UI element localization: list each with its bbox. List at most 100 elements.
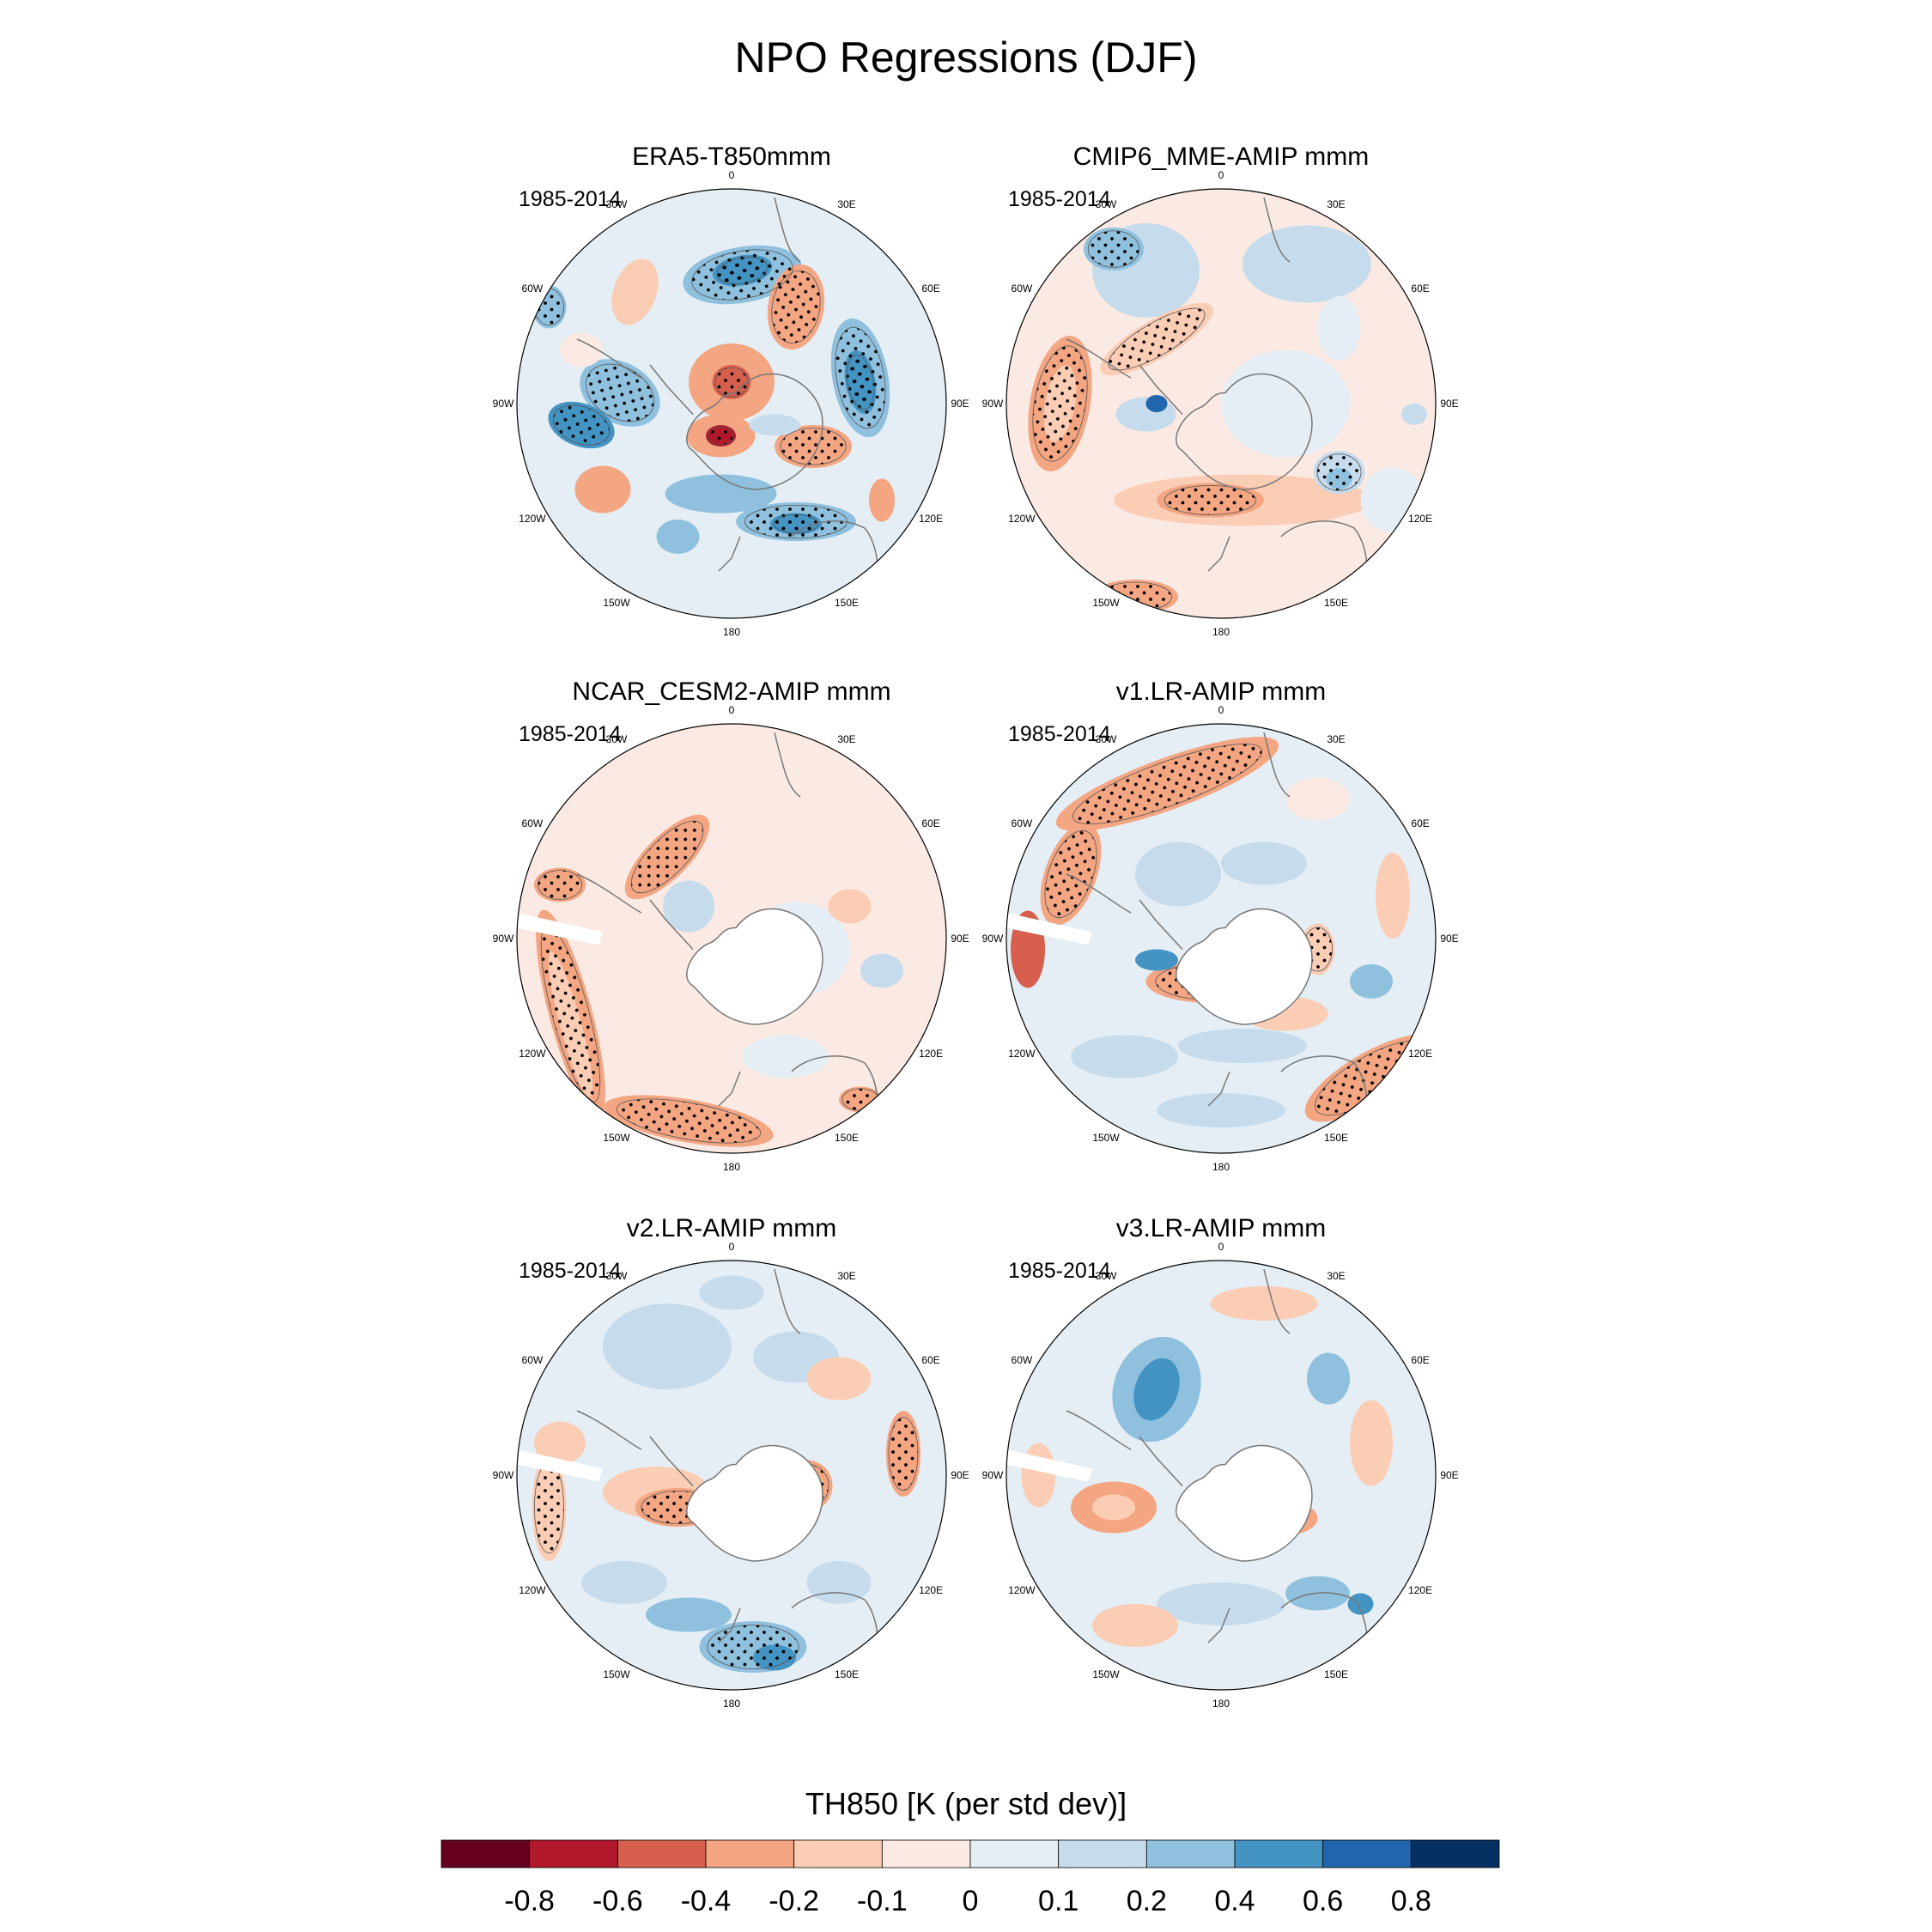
panel-title: v3.LR-AMIP mmm: [1115, 1214, 1327, 1242]
significance-stipple: [714, 367, 749, 398]
panel-period: 1985-2014: [1008, 187, 1111, 211]
anomaly-contour: [1221, 349, 1350, 458]
colorbar-tick-label: -0.2: [769, 1885, 819, 1917]
peninsula-coastline: [649, 899, 694, 951]
colorbar-swatch: [793, 1839, 883, 1868]
longitude-label: 90W: [982, 398, 1004, 410]
longitude-label: 120E: [1408, 1584, 1432, 1596]
africa-coastline: [1263, 1268, 1291, 1334]
longitude-label: 60W: [1012, 817, 1033, 829]
longitude-label: 30E: [837, 1270, 855, 1282]
longitude-label: 30E: [1327, 198, 1345, 210]
anomaly-contour: [806, 1357, 872, 1400]
newZealand-coastline: [718, 1607, 741, 1643]
antarctica-coastline: [1176, 908, 1313, 1025]
anomaly-contour: [534, 1421, 586, 1465]
significance-stipple: [1087, 230, 1140, 268]
anomaly-contour: [1221, 1346, 1328, 1411]
longitude-label: 90E: [951, 1469, 969, 1481]
significance-stipple: [552, 404, 611, 446]
longitude-label: 60W: [522, 817, 544, 829]
africa-coastline: [774, 732, 801, 798]
anomaly-contour: [1350, 964, 1393, 999]
anomaly-contour: [611, 258, 659, 325]
anomaly-contour: [1376, 853, 1410, 939]
anomaly-contour: [1221, 841, 1307, 885]
longitude-label: 60W: [522, 283, 544, 295]
anomaly-contour: [1157, 1583, 1285, 1625]
africa-coastline: [1263, 732, 1291, 798]
significance-stipple: [1316, 453, 1362, 491]
longitude-label: 120W: [1008, 1584, 1036, 1596]
missing-data-wedge: [517, 913, 603, 945]
anomaly-contour: [1350, 1400, 1393, 1486]
southAmerica-coastline: [576, 1410, 642, 1450]
longitude-label: 0: [1218, 1241, 1224, 1253]
panel-period: 1985-2014: [519, 1259, 622, 1283]
longitude-label: 120E: [919, 1584, 943, 1596]
longitude-label: 180: [1212, 626, 1230, 638]
significance-stipple: [771, 270, 821, 344]
panel-title: v2.LR-AMIP mmm: [626, 1214, 837, 1242]
panel-title: ERA5-T850mmm: [632, 143, 831, 171]
longitude-label: 150W: [1092, 597, 1120, 609]
colorbar-swatch: [1058, 1839, 1147, 1868]
colorbar-tick-label: 0.1: [1038, 1885, 1078, 1917]
polar-map: 0 30E 60E 90E 120E 150E 180 150W 120W 90W 60W 30W: [982, 1241, 1459, 1710]
map-panel-cmip6: CMIP6_MME-AMIP mmm 1985-2014 0 30E 60E 90E 120…: [981, 143, 1461, 638]
missing-data-wedge: [517, 1449, 603, 1482]
longitude-label: 120W: [519, 1584, 546, 1596]
longitude-label: 0: [729, 169, 735, 181]
longitude-label: 90W: [493, 933, 514, 945]
anomaly-contour: [1210, 1286, 1318, 1321]
colorbar-swatch: [617, 1839, 707, 1868]
longitude-label: 90W: [982, 1469, 1004, 1481]
antarctica-coastline: [1176, 373, 1313, 490]
anomaly-contour: [828, 889, 872, 924]
anomaly-contour: [603, 1303, 732, 1389]
significance-stipple: [630, 820, 704, 894]
map-boundary: [1005, 1260, 1437, 1691]
significance-stipple: [716, 257, 769, 284]
panel-period: 1985-2014: [1008, 722, 1111, 746]
peninsula-coastline: [649, 364, 694, 416]
significance-stipple: [1044, 829, 1097, 919]
anomaly-contour: [1317, 296, 1361, 361]
antarctica-coastline: [686, 908, 823, 1025]
africa-coastline: [774, 197, 801, 263]
longitude-label: 90E: [1440, 933, 1458, 945]
colorbar-tick-label: -0.8: [504, 1885, 555, 1917]
colorbar-tick-label: 0.2: [1127, 1885, 1167, 1917]
colorbar-swatch: [705, 1839, 795, 1868]
longitude-label: 30W: [1096, 1270, 1117, 1282]
significance-stipple: [846, 355, 875, 410]
colorbar-title: TH850 [K (per std dev)]: [805, 1786, 1127, 1821]
newZealand-coastline: [1207, 1071, 1230, 1107]
anomaly-contour: [1135, 841, 1221, 907]
colorbar-swatch: [1145, 1839, 1236, 1868]
polar-map: 0 30E 60E 90E 120E 150E 180 150W 120W 90W 60W 30W: [493, 704, 969, 1173]
longitude-label: 0: [729, 704, 735, 716]
field-background: [517, 724, 946, 1153]
newZealand-coastline: [718, 1071, 741, 1107]
significance-stipple: [534, 1461, 564, 1554]
antarctica-coastline: [686, 1444, 823, 1562]
map-boundary: [516, 1260, 947, 1691]
longitude-label: 90W: [493, 398, 514, 410]
longitude-label: 120E: [1408, 1048, 1432, 1060]
newZealand-coastline: [1207, 1607, 1230, 1643]
map-panel-v1: v1.LR-AMIP mmm 1985-2014 0 30E 60E 90E 120E 150…: [981, 677, 1461, 1173]
longitude-label: 60W: [1012, 283, 1033, 295]
panel-title: NCAR_CESM2-AMIP mmm: [572, 677, 891, 706]
polar-map: 0 30E 60E 90E 120E 150E 180 150W 120W 90W 60W 30W: [493, 1241, 969, 1710]
polar-map: 0 30E 60E 90E 120E 150E 180 150W 120W 90W 60W 30W: [982, 704, 1459, 1173]
anomaly-contour: [1242, 225, 1371, 303]
longitude-label: 120E: [919, 513, 943, 525]
longitude-label: 60E: [1411, 817, 1429, 829]
longitude-label: 90W: [493, 1469, 514, 1481]
longitude-label: 150E: [1324, 597, 1348, 609]
anomaly-contour: [581, 1561, 667, 1604]
significance-stipple: [1163, 485, 1257, 515]
anomaly-contour: [699, 1275, 764, 1310]
map-panel-v3: v3.LR-AMIP mmm 1985-2014 0 30E 60E 90E 120E 150…: [981, 1214, 1461, 1710]
